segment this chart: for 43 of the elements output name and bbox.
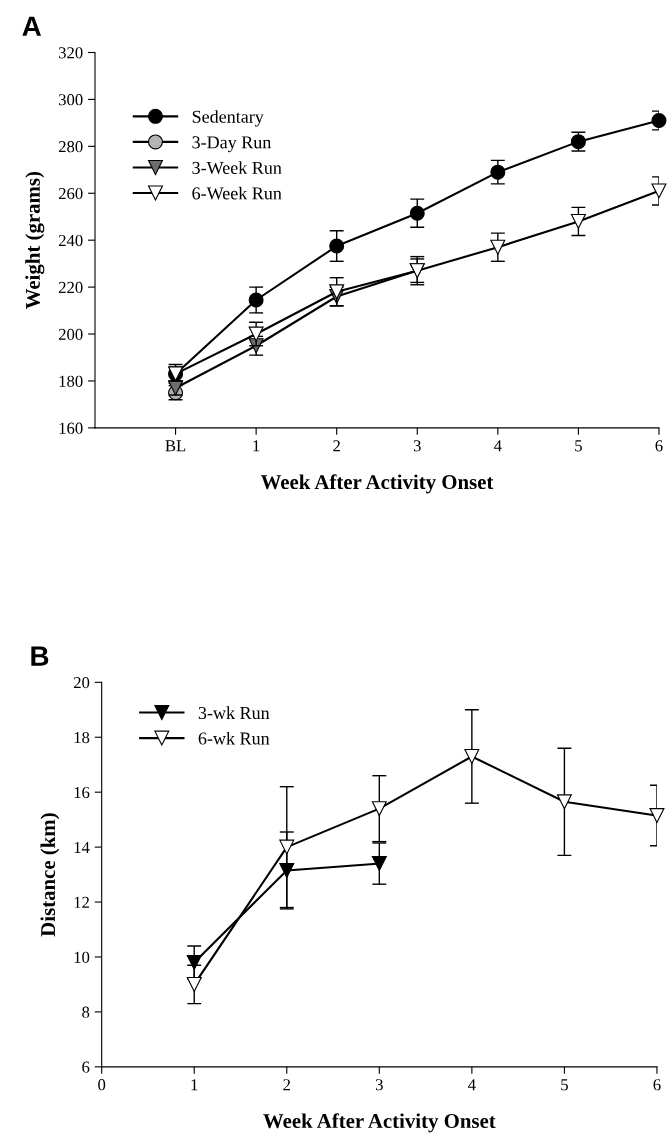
- y-axis-title: Distance (km): [40, 813, 60, 937]
- y-tick-label: 8: [82, 1006, 90, 1018]
- y-tick-label: 6: [82, 1061, 90, 1073]
- y-tick-label: 12: [74, 896, 89, 908]
- y-tick-label: 280: [58, 141, 83, 153]
- x-axis-title: Week After Activity Onset: [260, 474, 494, 494]
- x-tick-label: 5: [575, 440, 582, 452]
- legend-label: 6-wk Run: [198, 731, 270, 745]
- x-tick-label: BL: [165, 440, 186, 452]
- chart-title: B: [31, 646, 49, 666]
- y-tick-label: 10: [74, 951, 90, 963]
- x-axis-title: Week After Activity Onset: [263, 1113, 496, 1133]
- x-tick-label: 6: [655, 440, 663, 452]
- x-tick-label: 0: [98, 1079, 106, 1091]
- x-tick-label: 6: [653, 1079, 661, 1091]
- y-tick-label: 260: [58, 187, 83, 200]
- y-tick-label: 160: [59, 422, 83, 434]
- y-tick-label: 220: [58, 281, 83, 294]
- y-axis-title: Weight (grams): [25, 171, 45, 310]
- y-tick-label: 300: [58, 94, 83, 106]
- x-tick-label: 1: [253, 440, 260, 452]
- y-tick-label: 20: [73, 677, 90, 689]
- legend-label: 3-wk Run: [198, 706, 270, 720]
- x-tick-label: 4: [493, 440, 502, 452]
- x-tick-label: 3: [413, 440, 421, 452]
- x-tick-label: 5: [561, 1079, 568, 1091]
- y-tick-label: 180: [59, 375, 83, 387]
- y-tick-label: 200: [58, 328, 83, 340]
- y-tick-label: 16: [74, 786, 90, 799]
- y-tick-label: 240: [58, 234, 83, 247]
- legend-label: Sedentary: [192, 110, 264, 127]
- x-tick-label: 1: [191, 1079, 198, 1091]
- x-tick-label: 2: [283, 1079, 291, 1091]
- y-tick-label: 18: [74, 731, 90, 744]
- y-tick-label: 14: [74, 841, 90, 853]
- y-tick-label: 320: [58, 47, 83, 59]
- legend-label: 3-Day Run: [192, 136, 272, 153]
- x-tick-label: 4: [468, 1079, 476, 1091]
- x-tick-label: 2: [333, 440, 340, 452]
- legend-label: 3-Week Run: [192, 161, 282, 175]
- legend-label: 6-Week Run: [192, 186, 282, 200]
- x-tick-label: 3: [375, 1079, 383, 1091]
- chart-title: A: [22, 16, 42, 36]
